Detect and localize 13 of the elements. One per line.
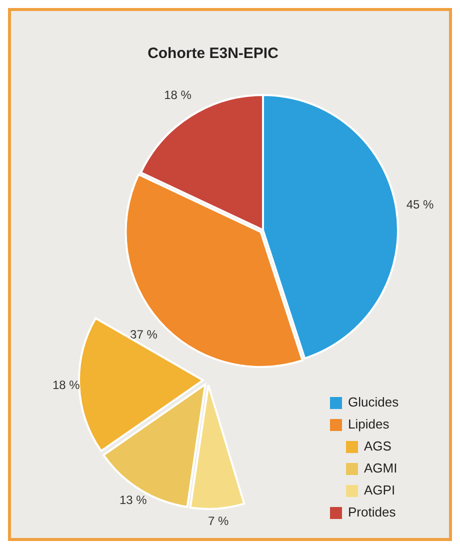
- data-label: 18 %: [164, 88, 192, 102]
- legend-label: Protides: [348, 504, 396, 520]
- legend-label: AGPI: [364, 482, 396, 498]
- data-label: 37 %: [130, 327, 158, 342]
- data-label: 18 %: [52, 378, 80, 392]
- legend-label: AGMI: [364, 460, 398, 476]
- legend-label: AGS: [364, 438, 392, 454]
- legend-label: Lipides: [348, 416, 390, 432]
- data-label: 13 %: [119, 492, 148, 507]
- legend-label: Glucides: [348, 394, 400, 410]
- data-label: 45 %: [406, 197, 434, 212]
- data-label: 7 %: [208, 514, 230, 528]
- chart-title: Cohorte E3N-EPIC: [148, 45, 279, 62]
